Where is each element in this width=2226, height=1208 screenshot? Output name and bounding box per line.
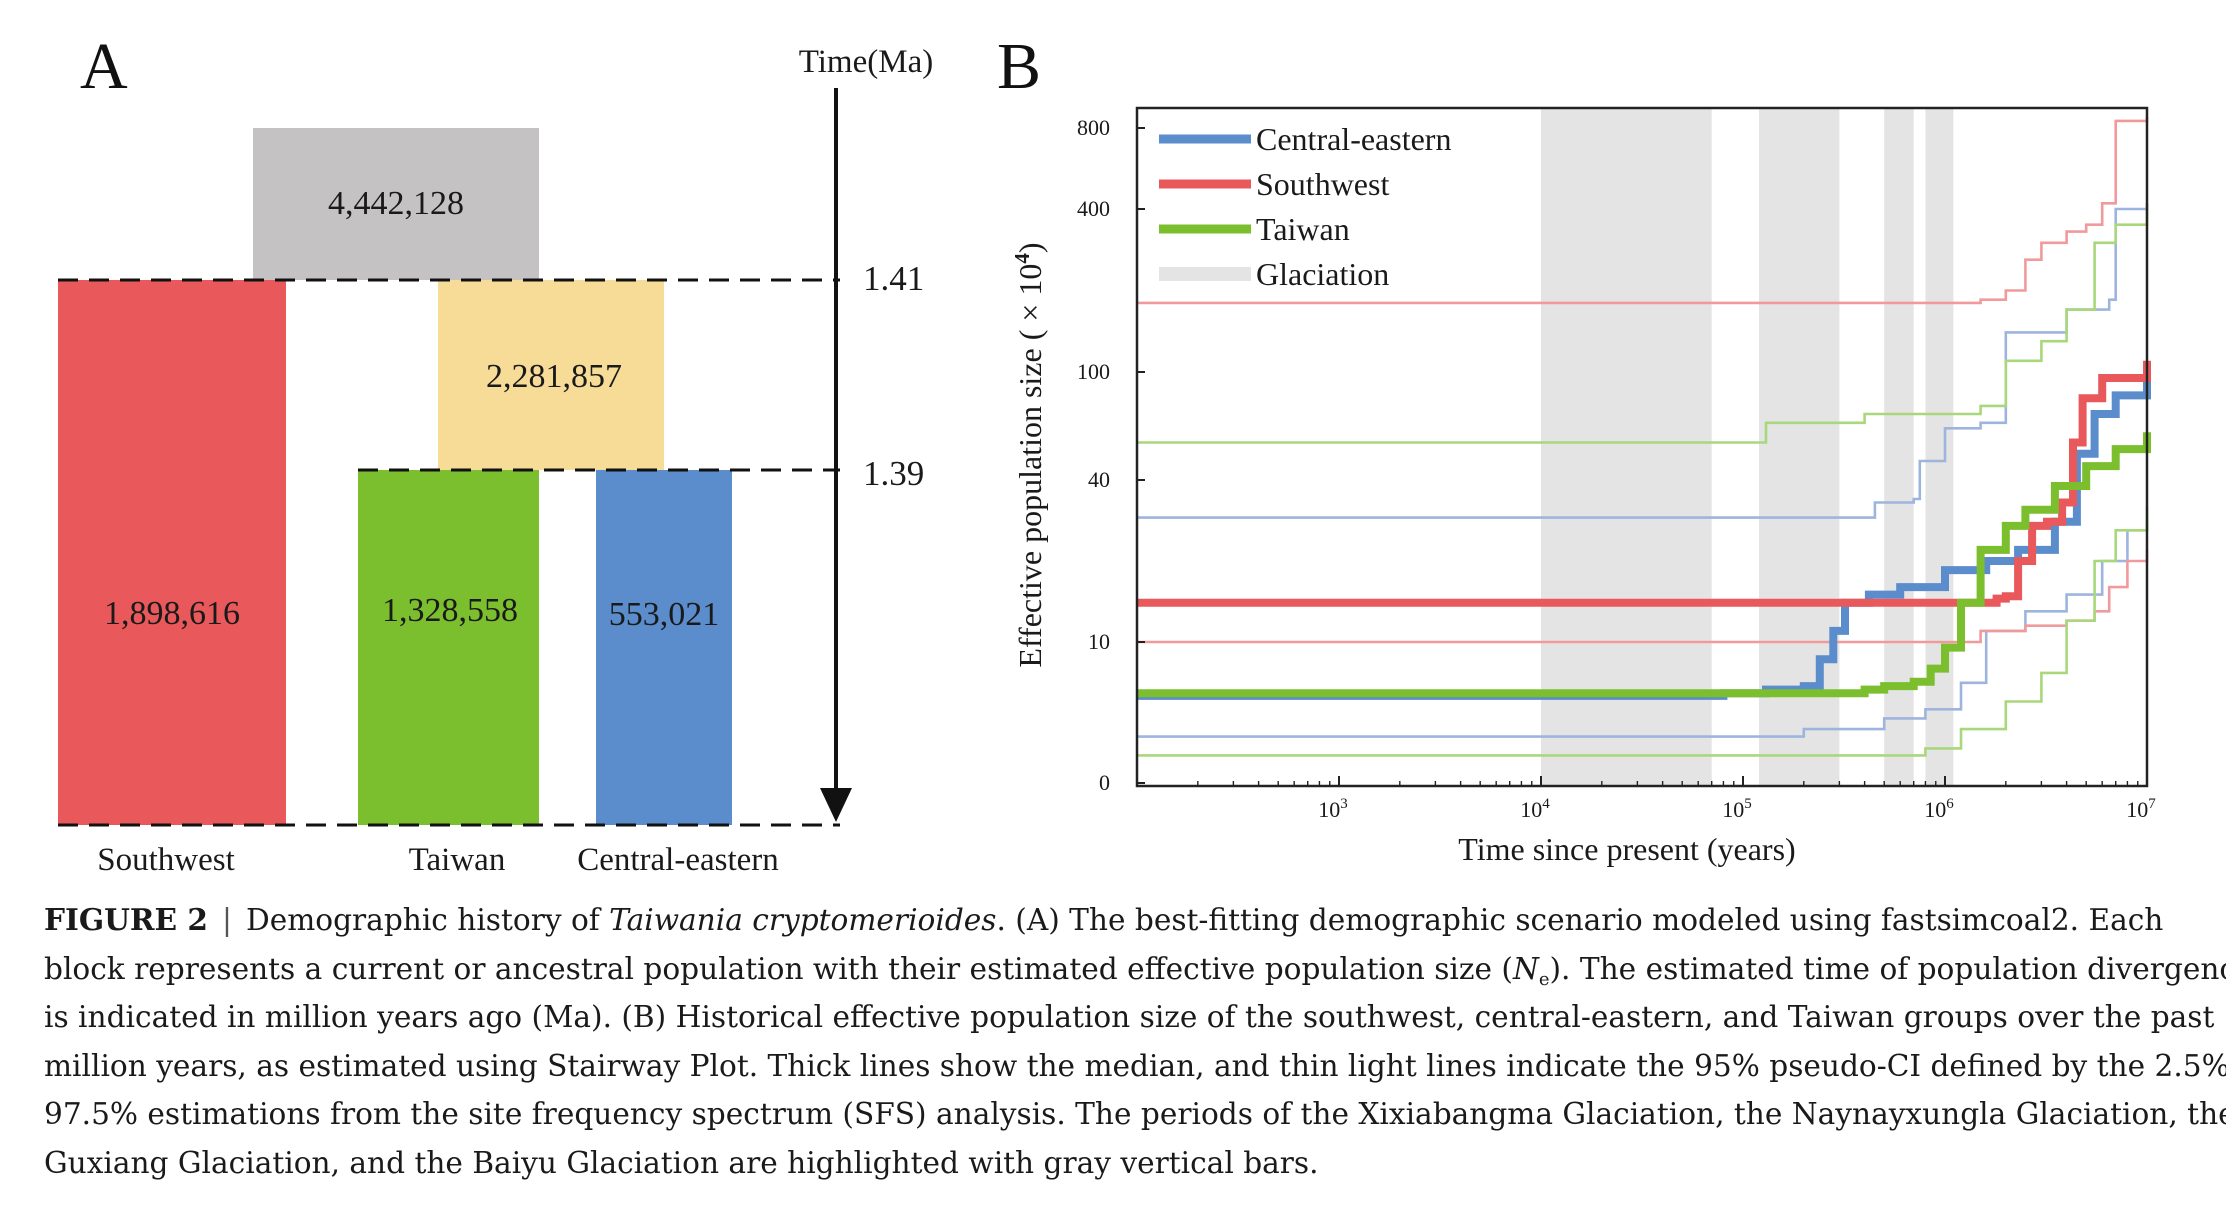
- time-axis-label: Time(Ma): [799, 44, 933, 80]
- block-ancestral-root: [253, 128, 539, 280]
- caption-text-2a: block represents a current or ancestral …: [44, 951, 1513, 986]
- caption-species-name: Taiwania cryptomerioides: [609, 903, 997, 937]
- x-tick-label-1e4: 104: [1520, 796, 1550, 822]
- figure-canvas: A 4,442,128 2,281,857 1,898,616 1,328,55…: [58, 30, 2156, 878]
- caption-line-6: Guxiang Glaciation, and the Baiyu Glacia…: [44, 1145, 1319, 1180]
- value-taiwan: 1,328,558: [382, 592, 518, 629]
- value-southwest: 1,898,616: [104, 595, 240, 632]
- series-line-central-eastern-ci-upper: [1137, 203, 2149, 519]
- value-ancestral-root: 4,442,128: [328, 185, 464, 222]
- caption-separator: |: [221, 903, 232, 937]
- caption-ne-subscript: e: [1538, 968, 1550, 990]
- caption-line-4: million years, as estimated using Stairw…: [44, 1048, 2226, 1083]
- pop-label-southwest: Southwest: [97, 842, 235, 878]
- glaciation-band-1: [1541, 108, 1712, 786]
- legend: Central-eastern Southwest Taiwan Glaciation: [1159, 121, 1451, 292]
- x-tick-label-1e7: 107: [2126, 796, 2156, 822]
- glaciation-band-3: [1884, 108, 1914, 786]
- caption-line-2: block represents a current or ancestral …: [44, 945, 2226, 994]
- caption-text-1b: . (A) The best-fitting demographic scena…: [996, 903, 2164, 937]
- block-southwest: [58, 280, 286, 825]
- panel-b-label: B: [997, 30, 1041, 103]
- y-ticks: 0 10 40 100 400 800: [1077, 115, 1145, 795]
- y-tick-label-10: 10: [1088, 629, 1110, 654]
- value-ancestral-taiwan-ce: 2,281,857: [486, 358, 622, 395]
- y-tick-label-40: 40: [1088, 467, 1110, 492]
- block-central-eastern: [596, 470, 732, 825]
- legend-label-glaciation: Glaciation: [1256, 256, 1389, 292]
- y-axis-label-prefix: Effective population size ( × 10: [1012, 264, 1048, 668]
- x-tick-label-base: 10: [1722, 797, 1744, 822]
- figure-caption: FIGURE 2 | Demographic history of Taiwania…: [44, 896, 2226, 1187]
- caption-figure-label: FIGURE 2: [44, 902, 208, 937]
- series-line-southwest-ci-upper: [1137, 116, 2149, 305]
- caption-text-2b: ). The estimated time of population dive…: [1549, 951, 2226, 986]
- x-tick-label-exponent: 6: [1946, 796, 1954, 812]
- y-tick-label-800: 800: [1077, 115, 1110, 140]
- caption-line-5: 97.5% estimations from the site frequenc…: [44, 1097, 2226, 1131]
- x-tick-label-exponent: 3: [1340, 796, 1348, 812]
- time-tick-1-41: 1.41: [863, 259, 924, 298]
- pop-label-taiwan: Taiwan: [409, 842, 506, 878]
- y-tick-label-400: 400: [1077, 196, 1110, 221]
- x-tick-label-1e6: 106: [1924, 796, 1954, 822]
- x-tick-label-exponent: 5: [1744, 796, 1752, 812]
- pop-label-central-eastern: Central-eastern: [577, 842, 779, 878]
- y-axis-label: Effective population size ( × 104): [1010, 242, 1048, 667]
- caption-text-1a: Demographic history of: [245, 903, 610, 937]
- series-line-southwest-median: [1137, 360, 2151, 607]
- panel-a: A 4,442,128 2,281,857 1,898,616 1,328,55…: [58, 30, 933, 878]
- x-tick-label-exponent: 7: [2148, 796, 2156, 812]
- legend-label-central-eastern: Central-eastern: [1256, 121, 1451, 157]
- caption-line-3: is indicated in million years ago (Ma). …: [44, 1000, 2226, 1034]
- y-tick-label-0: 0: [1099, 770, 1110, 795]
- x-tick-label-1e5: 105: [1722, 796, 1752, 822]
- value-central-eastern: 553,021: [609, 596, 720, 633]
- panel-a-label: A: [80, 30, 128, 103]
- legend-label-taiwan: Taiwan: [1256, 211, 1350, 247]
- caption-line-1: FIGURE 2 | Demographic history of Taiwania…: [44, 896, 2180, 945]
- x-ticks: 103 104 105 106 107: [1136, 776, 2156, 822]
- block-ancestral-taiwan-ce: [438, 280, 664, 470]
- glaciation-band-2: [1758, 108, 1840, 786]
- x-tick-label-base: 10: [1318, 797, 1340, 822]
- y-tick-label-100: 100: [1077, 359, 1110, 384]
- block-taiwan: [358, 470, 539, 825]
- series-lines: [1137, 116, 2151, 757]
- x-tick-label-base: 10: [2126, 797, 2148, 822]
- series-line-taiwan-median: [1137, 432, 2151, 698]
- legend-label-southwest: Southwest: [1256, 166, 1389, 202]
- series-line-taiwan-ci-upper: [1137, 203, 2149, 444]
- caption-ne-symbol: N: [1512, 951, 1539, 986]
- x-tick-label-base: 10: [1520, 797, 1542, 822]
- y-axis-label-exp: 4: [1010, 253, 1034, 264]
- x-tick-label-exponent: 4: [1542, 796, 1550, 812]
- x-axis-label: Time since present (years): [1458, 831, 1795, 867]
- x-tick-label-base: 10: [1924, 797, 1946, 822]
- plot-frame: [1135, 106, 2149, 788]
- glaciation-bands: [1541, 108, 1954, 786]
- time-tick-1-39: 1.39: [863, 454, 924, 493]
- time-axis-arrow: [820, 788, 852, 822]
- x-tick-label-1e3: 103: [1318, 796, 1348, 822]
- y-axis-label-suffix: ): [1012, 242, 1048, 253]
- series-line-taiwan-ci-lower: [1137, 506, 2149, 757]
